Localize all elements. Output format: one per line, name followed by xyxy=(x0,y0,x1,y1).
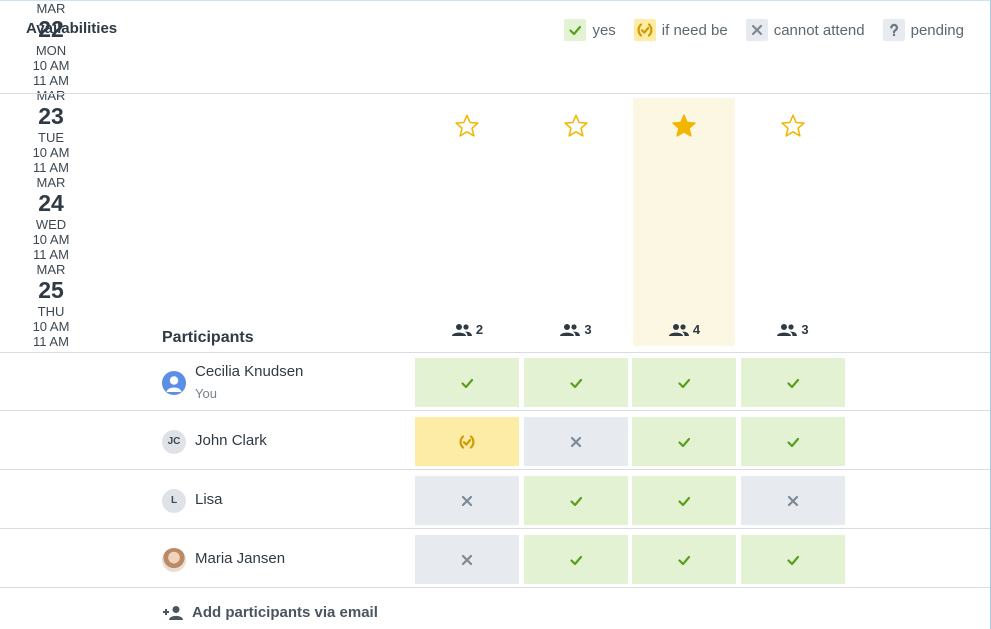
participant-name: Lisa xyxy=(195,490,223,508)
date-weekday: TUE xyxy=(38,130,64,145)
count-value: 3 xyxy=(801,322,809,337)
availability-cell xyxy=(632,535,736,584)
participant-subtitle: You xyxy=(195,386,217,401)
time-start: 10 AM xyxy=(32,58,70,73)
star-toggle[interactable] xyxy=(562,112,590,140)
time-start: 10 AM xyxy=(32,145,70,160)
avatar: L xyxy=(162,488,186,513)
avatar: JC xyxy=(162,429,186,454)
avatar xyxy=(162,370,186,395)
count-value: 4 xyxy=(692,322,701,337)
availability-cell xyxy=(740,535,845,584)
participant-name: John Clark xyxy=(195,431,267,449)
legend-label: cannot attend xyxy=(773,21,865,39)
attendee-count: 4 xyxy=(633,322,735,337)
date-day: 24 xyxy=(38,190,64,216)
legend-label: yes xyxy=(592,21,616,39)
participant-name: Cecilia Knudsen xyxy=(195,363,304,380)
add-participants-label[interactable]: Add participants via email xyxy=(192,604,378,621)
time-end: 11 AM xyxy=(33,160,69,175)
divider xyxy=(0,469,990,470)
date-weekday: WED xyxy=(35,217,67,232)
legend-icon xyxy=(745,19,768,41)
star-toggle[interactable] xyxy=(779,112,807,140)
time-end: 11 AM xyxy=(33,73,69,88)
time-start: 10 AM xyxy=(32,232,70,247)
availability-cell xyxy=(740,476,845,525)
date-day: 22 xyxy=(38,16,64,42)
divider xyxy=(0,352,990,353)
time-end: 11 AM xyxy=(33,247,69,262)
title: Availabilities xyxy=(26,20,118,37)
add-participants[interactable]: Add participants via email xyxy=(162,604,378,621)
divider xyxy=(0,410,990,411)
availability-cell xyxy=(523,535,628,584)
legend-item: yes xyxy=(564,19,616,41)
date-month: MAR xyxy=(36,1,66,16)
date-day: 23 xyxy=(38,103,64,129)
legend-icon xyxy=(564,19,587,41)
star-toggle[interactable] xyxy=(453,112,481,140)
attendee-count: 2 xyxy=(416,322,518,337)
date-month: MAR xyxy=(36,88,66,103)
date-weekday: MON xyxy=(35,43,67,58)
divider xyxy=(0,528,990,529)
availability-cell xyxy=(415,417,519,466)
legend-icon xyxy=(882,19,905,41)
attendee-count: 3 xyxy=(742,322,844,337)
date-month: MAR xyxy=(36,175,66,190)
legend-item: if need be xyxy=(633,19,728,41)
star-toggle[interactable] xyxy=(670,112,698,140)
column-highlight xyxy=(633,98,735,346)
count-value: 2 xyxy=(475,322,484,337)
date-month: MAR xyxy=(36,262,66,277)
availability-cell[interactable] xyxy=(415,358,519,407)
time-end: 11 AM xyxy=(33,334,69,349)
legend-icon xyxy=(633,19,656,41)
date-day: 25 xyxy=(38,277,64,303)
avatar xyxy=(162,547,186,572)
participants-label: Participants xyxy=(162,329,254,346)
availability-cell[interactable] xyxy=(523,358,628,407)
legend-label: if need be xyxy=(661,21,728,39)
availability-cell[interactable] xyxy=(740,358,845,407)
availability-cell[interactable] xyxy=(632,358,736,407)
availability-cell xyxy=(523,476,628,525)
legend-item: pending xyxy=(882,19,964,41)
time-start: 10 AM xyxy=(32,319,70,334)
legend: yes if need be cannot attend pending xyxy=(564,19,964,41)
participant-name: Maria Jansen xyxy=(195,549,286,567)
availability-cell xyxy=(632,417,736,466)
availability-cell xyxy=(740,417,845,466)
legend-item: cannot attend xyxy=(745,19,865,41)
divider xyxy=(0,587,990,588)
attendee-count: 3 xyxy=(525,322,627,337)
availability-cell xyxy=(632,476,736,525)
availability-cell xyxy=(523,417,628,466)
date-weekday: THU xyxy=(37,304,65,319)
divider xyxy=(0,93,990,94)
availability-cell xyxy=(415,535,519,584)
count-value: 3 xyxy=(584,322,592,337)
availability-cell xyxy=(415,476,519,525)
legend-label: pending xyxy=(910,21,964,39)
